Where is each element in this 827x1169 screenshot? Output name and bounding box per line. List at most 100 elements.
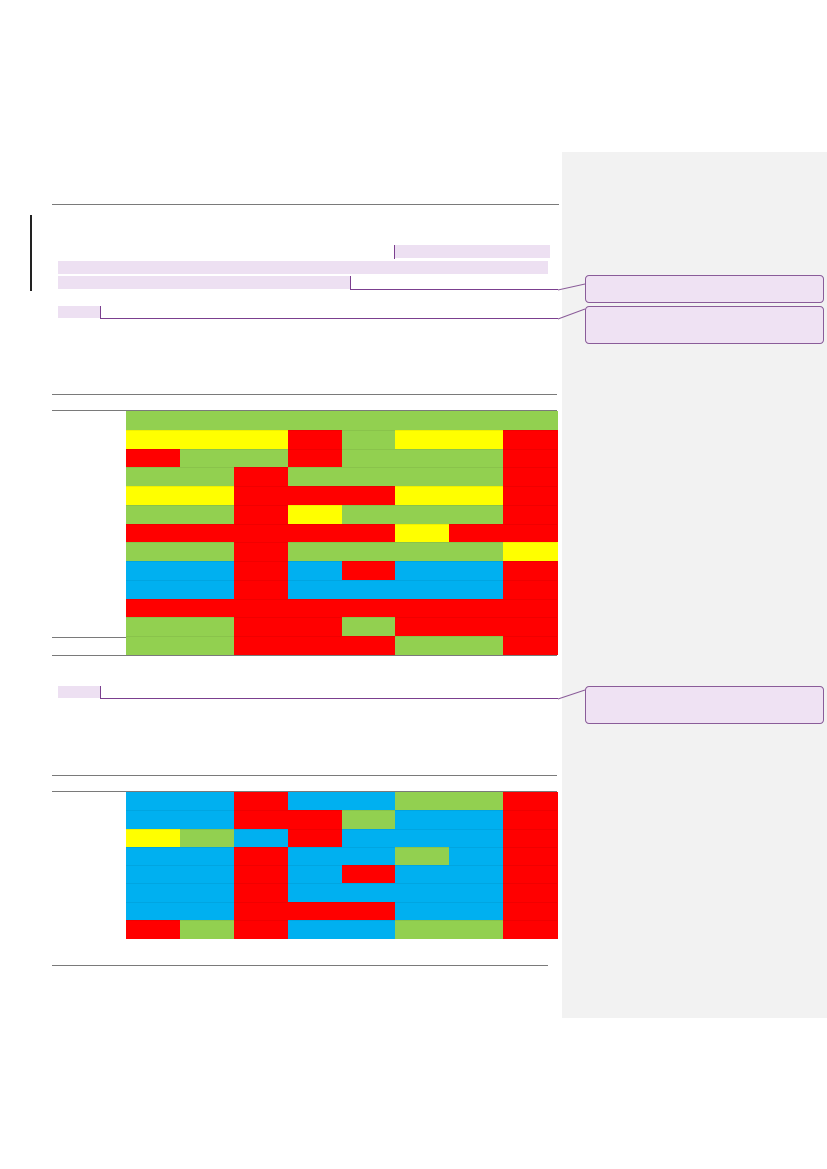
table1-cell [395,504,450,525]
table1-cell [233,448,289,468]
table1-cell [233,504,289,525]
table1-cell [179,504,235,525]
caption-anchor-line-2 [100,698,558,699]
table2-cell [233,865,289,884]
table1-cell [233,542,289,562]
table1-cell [287,504,342,525]
table1-cell [287,561,342,581]
table2-cell [395,883,450,902]
table1-cell [126,486,181,506]
table1-cell [233,411,289,431]
comment-highlight-line-1[interactable] [395,245,550,258]
table1-cell [449,429,504,450]
table2-row-separator [126,883,557,885]
table2-cell [179,846,235,866]
caption-highlight-1[interactable] [58,306,100,318]
table1-cell [449,617,504,637]
table2-cell [233,792,289,811]
table1-cell [233,617,289,637]
table1-cell [503,598,558,618]
table2-cell [395,828,450,848]
table1-cell [449,636,504,656]
table1-cell [287,579,342,600]
table2-cell [287,828,342,848]
table2-cell [287,846,342,866]
table1-cell [395,561,450,581]
table1-row-separator [126,617,557,619]
table2-header-rule [52,791,557,792]
caption-anchor-tick-2 [100,686,101,699]
table1-row-separator [126,598,557,600]
table1-cell [503,411,558,431]
table2-cell [126,846,181,866]
table2-cell [449,828,504,848]
table1-cell [395,411,450,431]
table1-cell [449,542,504,562]
table1-cell [395,542,450,562]
comment-bubble-3[interactable] [585,686,824,724]
table1-cell [449,504,504,525]
table1-cell [503,504,558,525]
table1-cell [395,636,450,656]
caption-anchor-tick-1 [100,306,101,319]
table2-cell [233,919,289,939]
table1-cell [126,429,181,450]
table1-cell [503,467,558,487]
table2-cell [341,865,396,884]
table1-cell [503,636,558,656]
table1-row-separator [126,486,557,488]
table2-cell [341,919,396,939]
table1-cell [503,561,558,581]
table1-cell [126,411,181,431]
table1-cell [126,598,181,618]
table2-color-grid [126,792,558,939]
comment-anchor-end [350,276,351,289]
table2-cell [395,865,450,884]
table1-cell [341,448,396,468]
comment-highlight-line-2[interactable] [58,261,548,274]
table1-row-separator [126,636,557,638]
table1-color-grid [126,411,558,656]
table1-cell [449,411,504,431]
table1-cell [449,598,504,618]
table1-row-separator [126,561,557,563]
table1-cell [503,486,558,506]
table2-cell [126,828,181,848]
table2-cell [341,792,396,811]
table2-cell [126,810,181,829]
table1-row-separator [126,429,557,431]
table1-cell [341,523,396,543]
table1-cell [395,486,450,506]
table1-cell [287,617,342,637]
table2-cell [287,901,342,921]
table1-header-rule [52,410,557,411]
table2-cell [233,828,289,848]
table2-cell [287,865,342,884]
caption-highlight-2[interactable] [58,686,100,698]
table2-cell [233,883,289,902]
table1-cell [126,504,181,525]
table1-cell [341,636,396,656]
table2-cell [395,810,450,829]
table1-cell [287,429,342,450]
table1-cell [395,467,450,487]
table2-cell [449,901,504,921]
table1-row-separator [126,504,557,506]
table2-row-separator [126,919,557,921]
table2-cell [503,919,558,939]
table1-cell [179,486,235,506]
table2-cell [287,919,342,939]
comment-bubble-2[interactable] [585,306,824,344]
table2-cell [341,883,396,902]
table1-cell [287,523,342,543]
comment-highlight-line-3[interactable] [58,276,350,289]
table2-cell [395,901,450,921]
table1-cell [179,617,235,637]
table1-cell [503,579,558,600]
table1-cell [341,579,396,600]
caption-anchor-line-1 [100,318,558,319]
table2-cell [449,883,504,902]
comment-bubble-1[interactable] [585,275,824,303]
footer-rule [52,965,548,966]
comment-anchor-start [394,245,395,259]
